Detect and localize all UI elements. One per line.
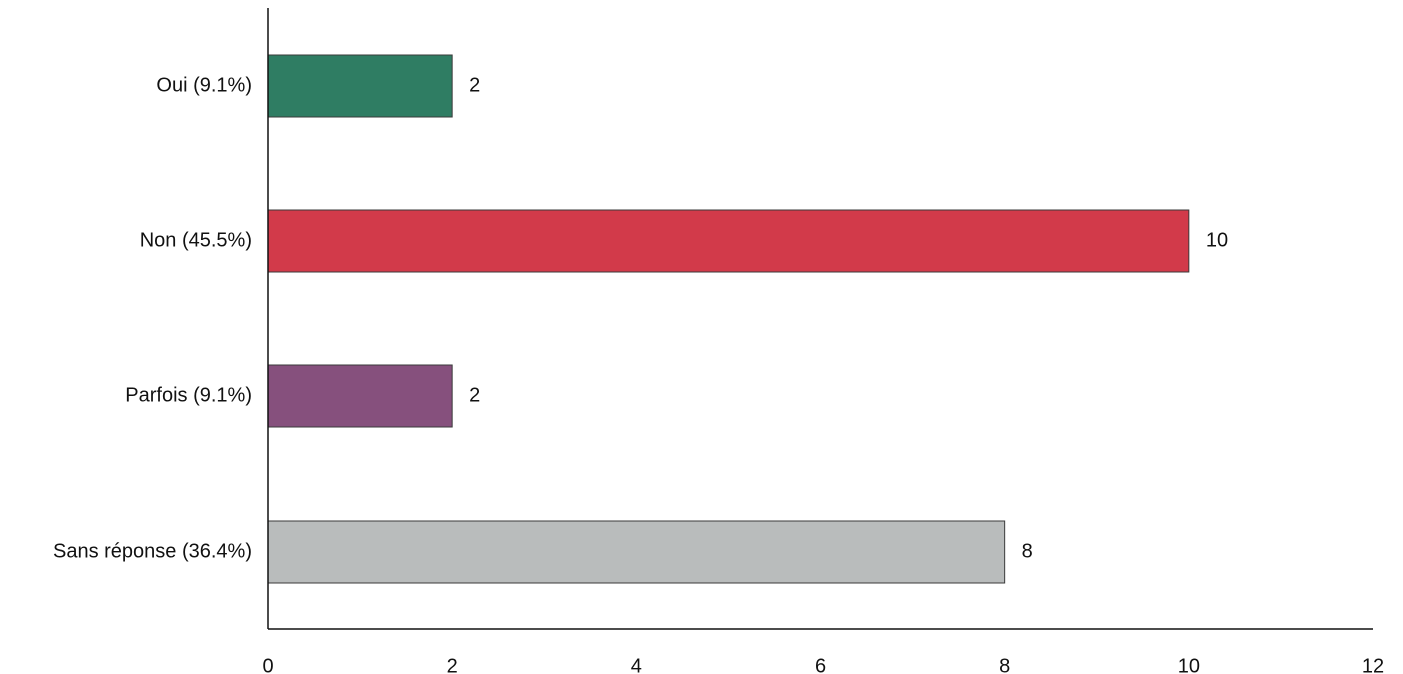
category-label-parfois: Parfois (9.1%)	[125, 384, 252, 406]
bar-sans-reponse	[267, 520, 1006, 584]
bar-oui	[267, 54, 453, 118]
x-tick-label: 0	[262, 655, 273, 674]
value-label-parfois: 2	[469, 384, 480, 406]
bars-layer	[267, 54, 1190, 584]
value-label-non: 10	[1206, 229, 1228, 251]
value-labels: 2 10 2 8	[469, 74, 1228, 562]
category-label-sans-reponse: Sans réponse (36.4%)	[53, 540, 252, 562]
category-labels: Oui (9.1%) Non (45.5%) Parfois (9.1%) Sans …	[53, 74, 252, 562]
bar-non	[267, 209, 1190, 273]
bar-parfois	[267, 364, 453, 428]
x-tick-label: 10	[1178, 655, 1200, 674]
value-label-oui: 2	[469, 74, 480, 96]
category-label-non: Non (45.5%)	[140, 229, 252, 251]
x-tick-label: 4	[631, 655, 642, 674]
x-axis-tick-labels: 0 2 4 6 8 10 12	[262, 655, 1384, 674]
value-label-sans-reponse: 8	[1022, 540, 1033, 562]
x-tick-label: 6	[815, 655, 826, 674]
x-tick-label: 12	[1362, 655, 1384, 674]
x-tick-label: 2	[447, 655, 458, 674]
x-tick-label: 8	[999, 655, 1010, 674]
category-label-oui: Oui (9.1%)	[156, 74, 252, 96]
